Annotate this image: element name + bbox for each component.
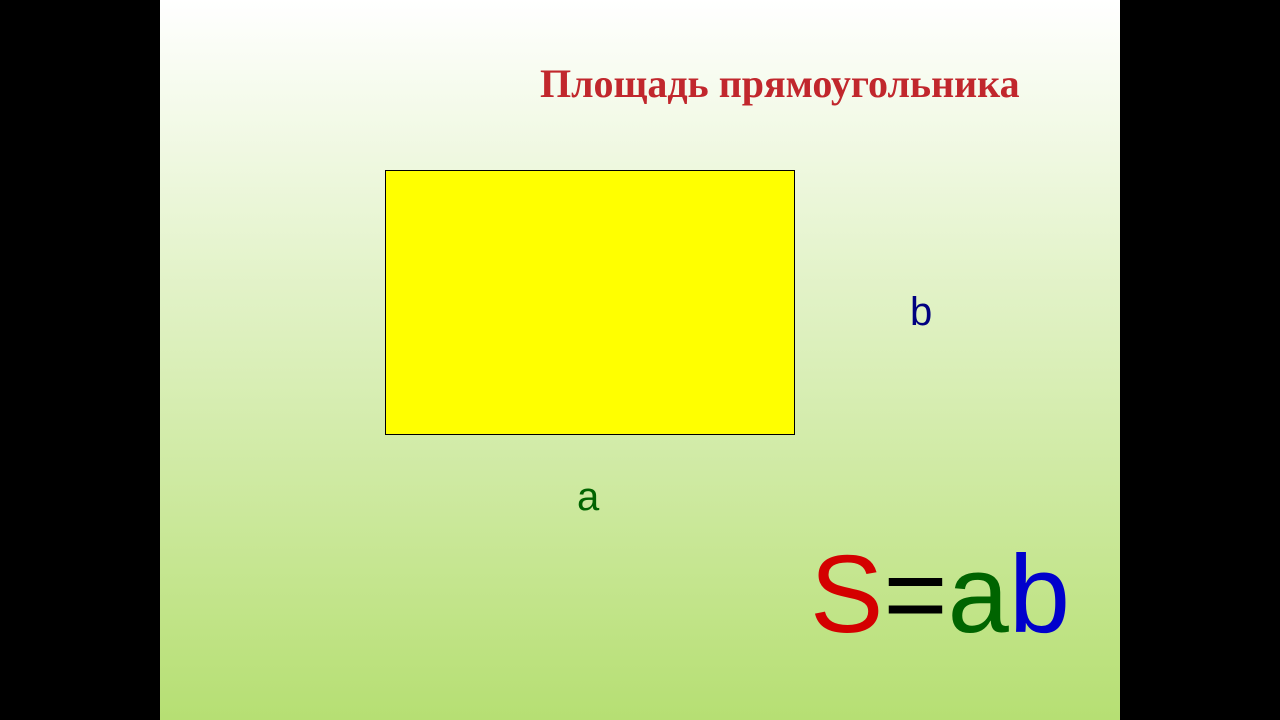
outer-frame: Площадь прямоугольника b a S = a b — [0, 0, 1280, 720]
label-a: a — [577, 475, 599, 520]
label-b: b — [910, 290, 932, 335]
formula-part: S — [810, 540, 883, 650]
formula-part: a — [948, 540, 1009, 650]
area-formula: S = a b — [810, 540, 1070, 650]
slide-area: Площадь прямоугольника b a S = a b — [160, 0, 1120, 720]
slide-title: Площадь прямоугольника — [540, 60, 1020, 107]
rectangle-shape — [385, 170, 795, 435]
formula-part: = — [883, 540, 947, 650]
formula-part: b — [1009, 540, 1070, 650]
